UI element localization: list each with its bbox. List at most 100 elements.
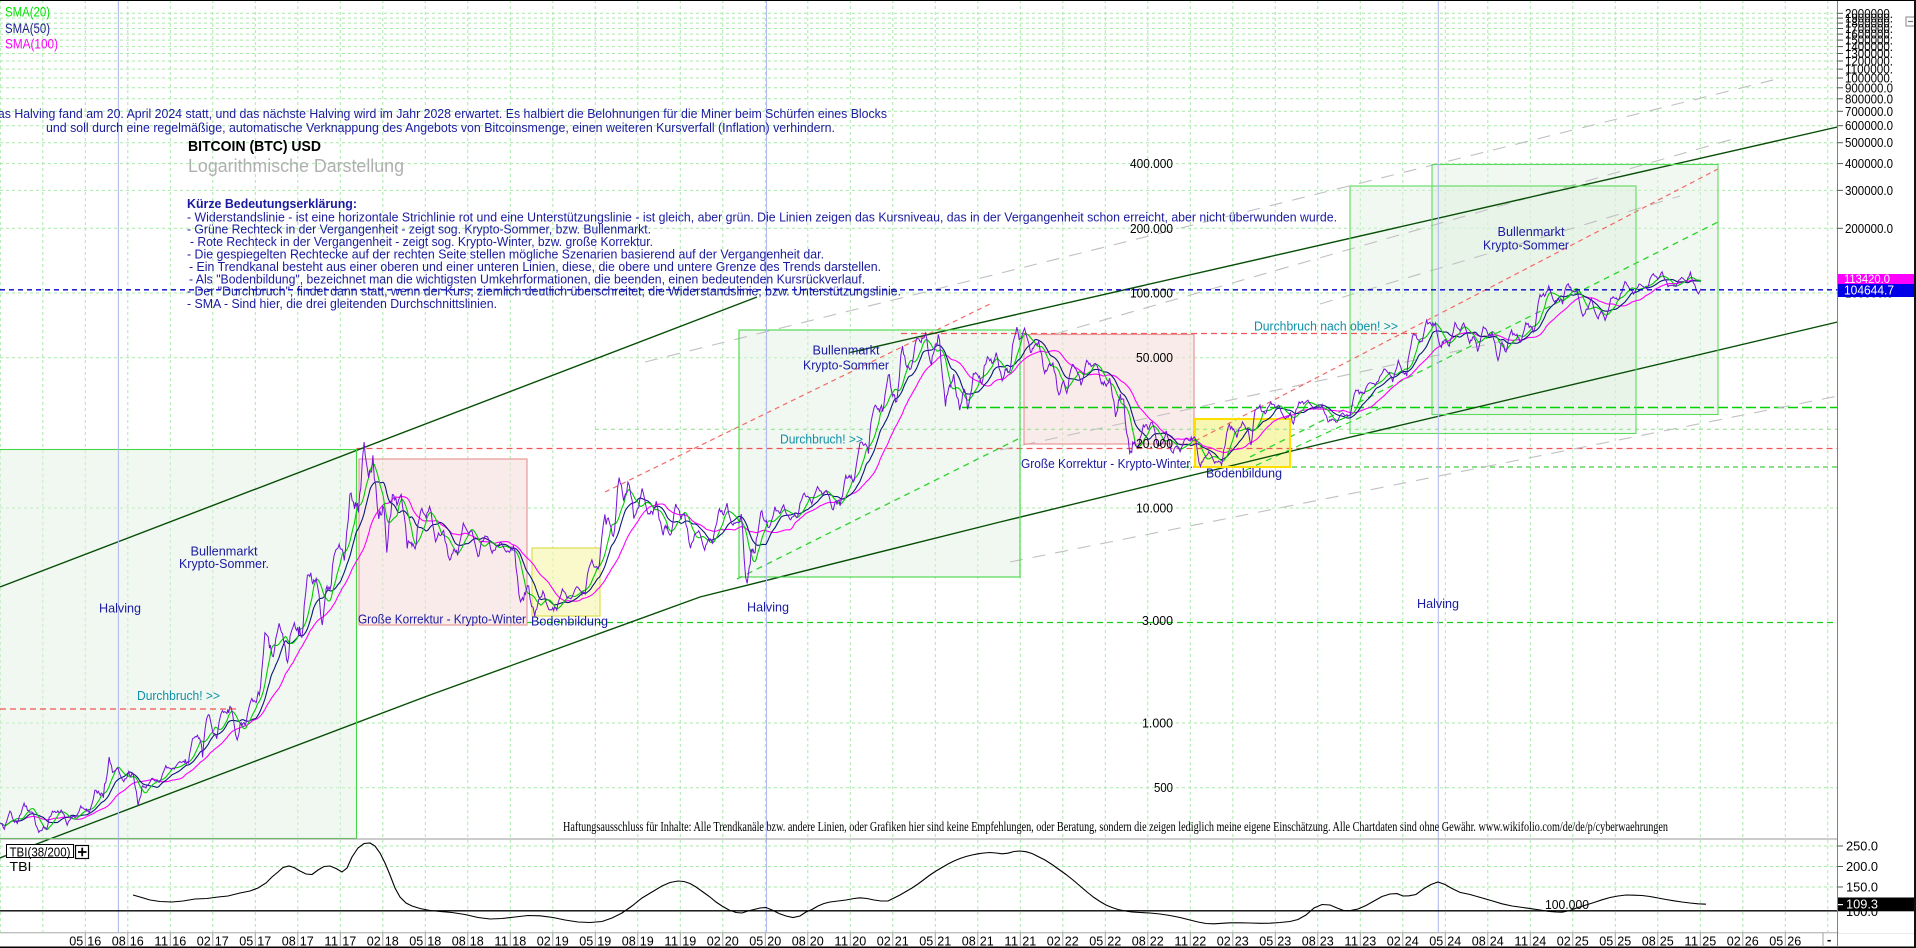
svg-text:25: 25 [1617,934,1631,948]
svg-text:SMA(50): SMA(50) [5,21,50,36]
svg-text:11: 11 [1684,934,1698,948]
svg-text:11: 11 [834,934,848,948]
svg-text:1600000.: 1600000. [1845,27,1893,42]
svg-text:- Als "Bodenbildung", bezeichn: - Als "Bodenbildung", bezeichnet man die… [189,271,865,286]
svg-text:17: 17 [300,934,314,948]
svg-text:20: 20 [725,934,739,948]
svg-text:11: 11 [664,934,678,948]
svg-text:16: 16 [172,934,186,948]
svg-text:08: 08 [1302,934,1316,948]
svg-text:18: 18 [427,934,441,948]
svg-text:200.000: 200.000 [1130,221,1173,236]
svg-text:Bodenbildung: Bodenbildung [1206,466,1282,481]
svg-text:Halving: Halving [747,600,789,615]
svg-text:02: 02 [877,934,891,948]
svg-text:11: 11 [1344,934,1358,948]
svg-text:08: 08 [452,934,466,948]
svg-text:23: 23 [1235,934,1249,948]
svg-text:25: 25 [1575,934,1589,948]
svg-text:18: 18 [385,934,399,948]
svg-text:21: 21 [1022,934,1036,948]
svg-text:250.0: 250.0 [1846,839,1878,854]
svg-text:Haftungsausschluss für Inhalte: Haftungsausschluss für Inhalte: Alle Tre… [563,819,1668,834]
svg-text:02: 02 [1387,934,1401,948]
svg-text:100.000: 100.000 [1545,897,1589,912]
svg-text:02: 02 [1557,934,1571,948]
svg-text:1.000: 1.000 [1142,716,1173,731]
svg-text:20: 20 [767,934,781,948]
svg-text:1300000.: 1300000. [1845,46,1893,61]
svg-text:Durchbruch nach oben! >>: Durchbruch nach oben! >> [1254,319,1398,334]
svg-text:3.000: 3.000 [1142,613,1173,628]
svg-text:08: 08 [1132,934,1146,948]
svg-text:Logarithmische Darstellung: Logarithmische Darstellung [188,156,404,176]
svg-text:800000.0: 800000.0 [1845,91,1893,106]
svg-text:Große Korrektur - Krypto-Winte: Große Korrektur - Krypto-Winter. [1021,456,1193,471]
svg-text:2000000.: 2000000. [1845,6,1893,21]
svg-text:TBI(38/200): TBI(38/200) [10,845,71,860]
svg-text:02: 02 [1727,934,1741,948]
svg-text:08: 08 [622,934,636,948]
svg-text:11: 11 [324,934,338,948]
svg-text:11: 11 [1174,934,1188,948]
svg-text:05: 05 [919,934,933,948]
svg-text:Große Korrektur - Krypto-Winte: Große Korrektur - Krypto-Winter [358,612,527,627]
svg-text:11: 11 [154,934,168,948]
svg-text:08: 08 [962,934,976,948]
svg-text:21: 21 [937,934,951,948]
svg-text:18: 18 [470,934,484,948]
svg-text:23: 23 [1320,934,1334,948]
svg-text:25: 25 [1702,934,1716,948]
svg-text:02: 02 [1217,934,1231,948]
svg-text:26: 26 [1787,934,1801,948]
svg-text:- Grüne Rechteck in der Vergan: - Grüne Rechteck in der Vergangenheit - … [187,222,651,237]
svg-text:Bullenmarkt: Bullenmarkt [813,343,880,358]
svg-text:Krypto-Sommer.: Krypto-Sommer. [179,556,269,571]
svg-text:21: 21 [895,934,909,948]
svg-text:11: 11 [1004,934,1018,948]
svg-text:BITCOIN (BTC) USD: BITCOIN (BTC) USD [188,139,321,155]
svg-text:22: 22 [1065,934,1079,948]
svg-text:22: 22 [1150,934,1164,948]
svg-text:19: 19 [555,934,569,948]
svg-text:02: 02 [537,934,551,948]
svg-text:500000.0: 500000.0 [1845,135,1893,150]
svg-text:Bodenbildung: Bodenbildung [531,614,608,629]
svg-text:Krypto-Sommer: Krypto-Sommer [1483,238,1570,253]
svg-text:und soll durch eine regelmäßig: und soll durch eine regelmäßige, automat… [46,120,835,135]
svg-text:10.000: 10.000 [1136,501,1173,516]
svg-text:05: 05 [69,934,83,948]
svg-text:05: 05 [1259,934,1273,948]
svg-text:Bullenmarkt: Bullenmarkt [191,544,258,559]
svg-text:20.000: 20.000 [1136,436,1173,451]
svg-text:- Rote Rechteck in der Vergang: - Rote Rechteck in der Vergangenheit - z… [190,234,653,249]
svg-text:05: 05 [239,934,253,948]
svg-text:02: 02 [367,934,381,948]
svg-text:500: 500 [1154,780,1173,795]
svg-text:08: 08 [112,934,126,948]
svg-text:02: 02 [197,934,211,948]
svg-text:Krypto-Sommer: Krypto-Sommer [803,358,890,373]
svg-text:1800000.: 1800000. [1845,16,1893,31]
svg-text:25: 25 [1660,934,1674,948]
svg-text:200.0: 200.0 [1846,859,1878,874]
svg-text:05: 05 [409,934,423,948]
svg-text:02: 02 [1047,934,1061,948]
svg-text:05: 05 [1599,934,1613,948]
svg-text:1500000.: 1500000. [1845,33,1893,48]
svg-text:50.000: 50.000 [1136,350,1173,365]
svg-text:08: 08 [282,934,296,948]
svg-text:22: 22 [1107,934,1121,948]
svg-text:26: 26 [1745,934,1759,948]
svg-text:1400000.: 1400000. [1845,39,1893,54]
svg-text:700000.0: 700000.0 [1845,104,1893,119]
svg-text:109.3: 109.3 [1846,897,1878,912]
svg-text:16: 16 [130,934,144,948]
svg-text:113420.0: 113420.0 [1844,274,1890,286]
svg-text:600000.0: 600000.0 [1845,118,1893,133]
svg-text:02: 02 [707,934,721,948]
svg-text:19: 19 [597,934,611,948]
svg-text:05: 05 [579,934,593,948]
svg-text:05: 05 [749,934,763,948]
svg-text:104644.7: 104644.7 [1844,284,1894,298]
